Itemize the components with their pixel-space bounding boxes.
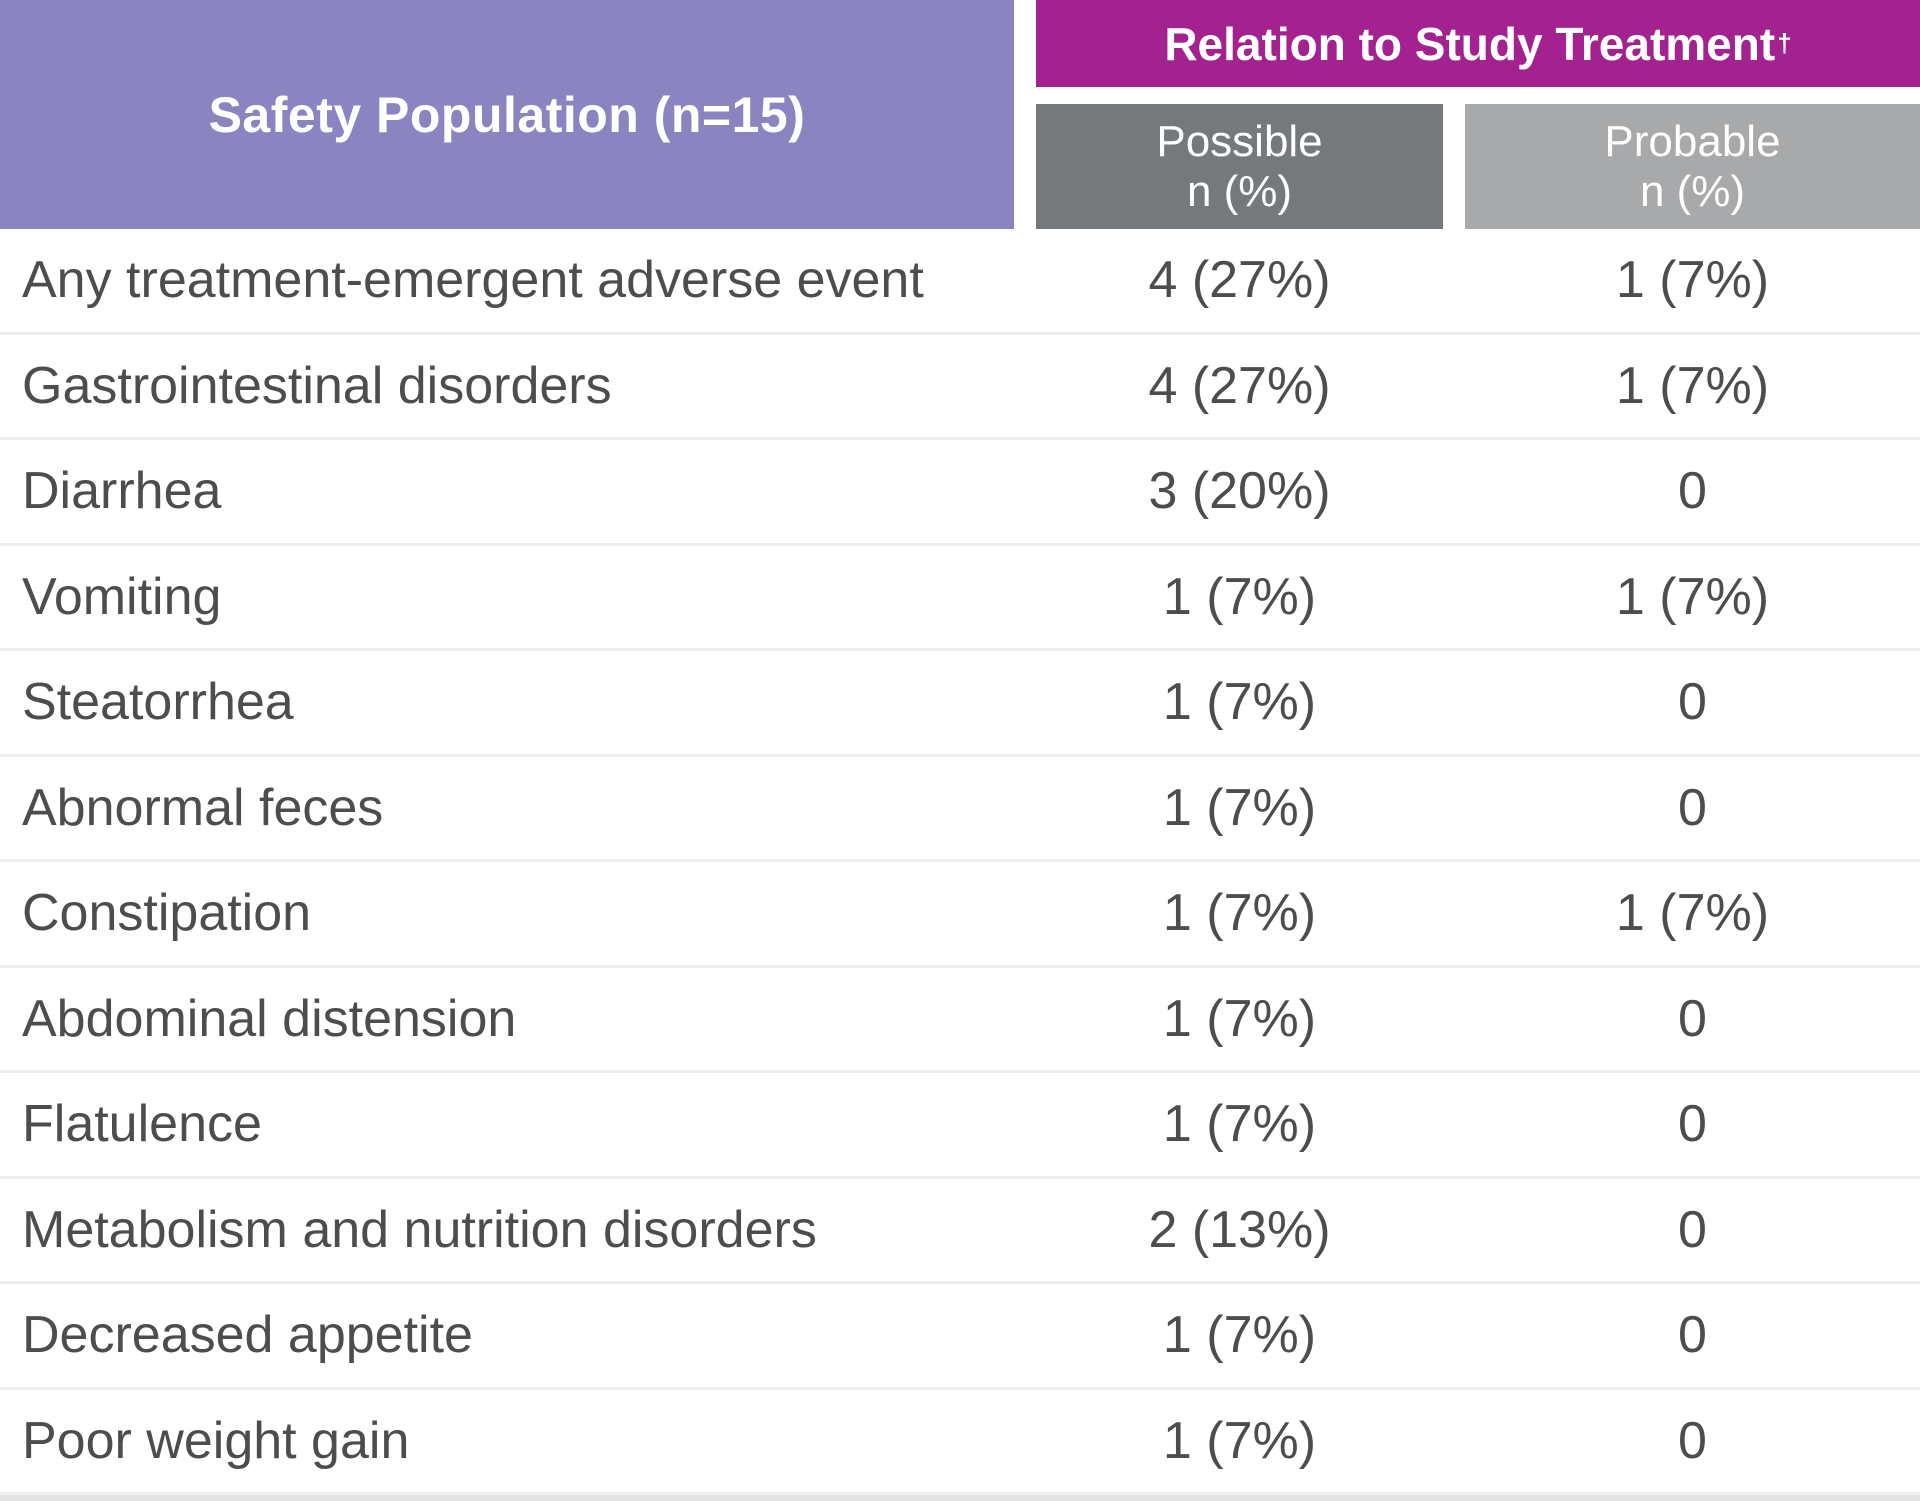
possible-header-line1: Possible — [1156, 116, 1323, 166]
row-label: Decreased appetite — [22, 1306, 473, 1365]
table-row: Flatulence 1 (7%) 0 — [0, 1073, 1920, 1179]
relation-header-label: Relation to Study Treatment — [1164, 17, 1776, 70]
table-row: Any treatment-emergent adverse event 4 (2… — [0, 229, 1920, 335]
probable-value: 0 — [1678, 673, 1707, 732]
possible-value: 1 (7%) — [1162, 1411, 1317, 1470]
row-label: Vomiting — [22, 567, 222, 626]
possible-value: 1 (7%) — [1162, 884, 1317, 943]
row-label: Gastrointestinal disorders — [22, 356, 612, 415]
probable-value: 1 (7%) — [1615, 356, 1770, 415]
row-label: Constipation — [22, 884, 312, 943]
possible-value: 1 (7%) — [1162, 673, 1317, 732]
table-row: Poor weight gain 1 (7%) 0 — [0, 1390, 1920, 1495]
possible-value: 1 (7%) — [1162, 1095, 1317, 1154]
possible-value: 1 (7%) — [1162, 567, 1317, 626]
table-row: Abdominal distension 1 (7%) 0 — [0, 968, 1920, 1073]
probable-value: 0 — [1678, 778, 1707, 837]
table-body: Any treatment-emergent adverse event 4 (2… — [0, 229, 1920, 1495]
row-label: Abnormal feces — [22, 778, 384, 837]
possible-value: 2 (13%) — [1148, 1200, 1331, 1259]
table-bottom-rule — [0, 1495, 1920, 1501]
probable-value: 0 — [1678, 1306, 1707, 1365]
probable-value: 0 — [1678, 989, 1707, 1048]
probable-header-line2: n (%) — [1639, 166, 1746, 216]
probable-value: 0 — [1678, 1095, 1707, 1154]
possible-header-line2: n (%) — [1186, 166, 1293, 216]
possible-column-header: Possible n (%) — [1036, 104, 1443, 229]
probable-value: 1 (7%) — [1615, 567, 1770, 626]
table-row: Steatorrhea 1 (7%) 0 — [0, 651, 1920, 757]
possible-value: 4 (27%) — [1148, 356, 1331, 415]
row-label: Poor weight gain — [22, 1411, 410, 1470]
probable-value: 0 — [1678, 1200, 1707, 1259]
table-row: Diarrhea 3 (20%) 0 — [0, 440, 1920, 546]
possible-value: 1 (7%) — [1162, 1306, 1317, 1365]
population-header: Safety Population (n=15) — [0, 0, 1014, 229]
table-row: Constipation 1 (7%) 1 (7%) — [0, 862, 1920, 968]
probable-column-header: Probable n (%) — [1465, 104, 1920, 229]
possible-value: 4 (27%) — [1148, 251, 1331, 310]
possible-value: 1 (7%) — [1162, 989, 1317, 1048]
probable-value: 0 — [1678, 1411, 1707, 1470]
probable-value: 1 (7%) — [1615, 251, 1770, 310]
probable-value: 0 — [1678, 462, 1707, 521]
row-label: Metabolism and nutrition disorders — [22, 1200, 817, 1259]
dagger-footnote-mark: † — [1777, 28, 1792, 58]
row-label: Diarrhea — [22, 462, 222, 521]
population-header-label: Safety Population (n=15) — [208, 86, 806, 143]
table-row: Decreased appetite 1 (7%) 0 — [0, 1284, 1920, 1390]
table-row: Metabolism and nutrition disorders 2 (13%… — [0, 1179, 1920, 1284]
table-row: Vomiting 1 (7%) 1 (7%) — [0, 546, 1920, 651]
row-label: Abdominal distension — [22, 989, 517, 1048]
probable-header-line1: Probable — [1604, 116, 1781, 166]
table-row: Gastrointestinal disorders 4 (27%) 1 (7%) — [0, 335, 1920, 440]
row-label: Steatorrhea — [22, 673, 294, 732]
probable-value: 1 (7%) — [1615, 884, 1770, 943]
possible-value: 3 (20%) — [1148, 462, 1331, 521]
possible-value: 1 (7%) — [1162, 778, 1317, 837]
relation-header: Relation to Study Treatment † — [1036, 0, 1920, 87]
row-label: Flatulence — [22, 1095, 262, 1154]
table-row: Abnormal feces 1 (7%) 0 — [0, 757, 1920, 862]
row-label: Any treatment-emergent adverse event — [22, 251, 924, 310]
